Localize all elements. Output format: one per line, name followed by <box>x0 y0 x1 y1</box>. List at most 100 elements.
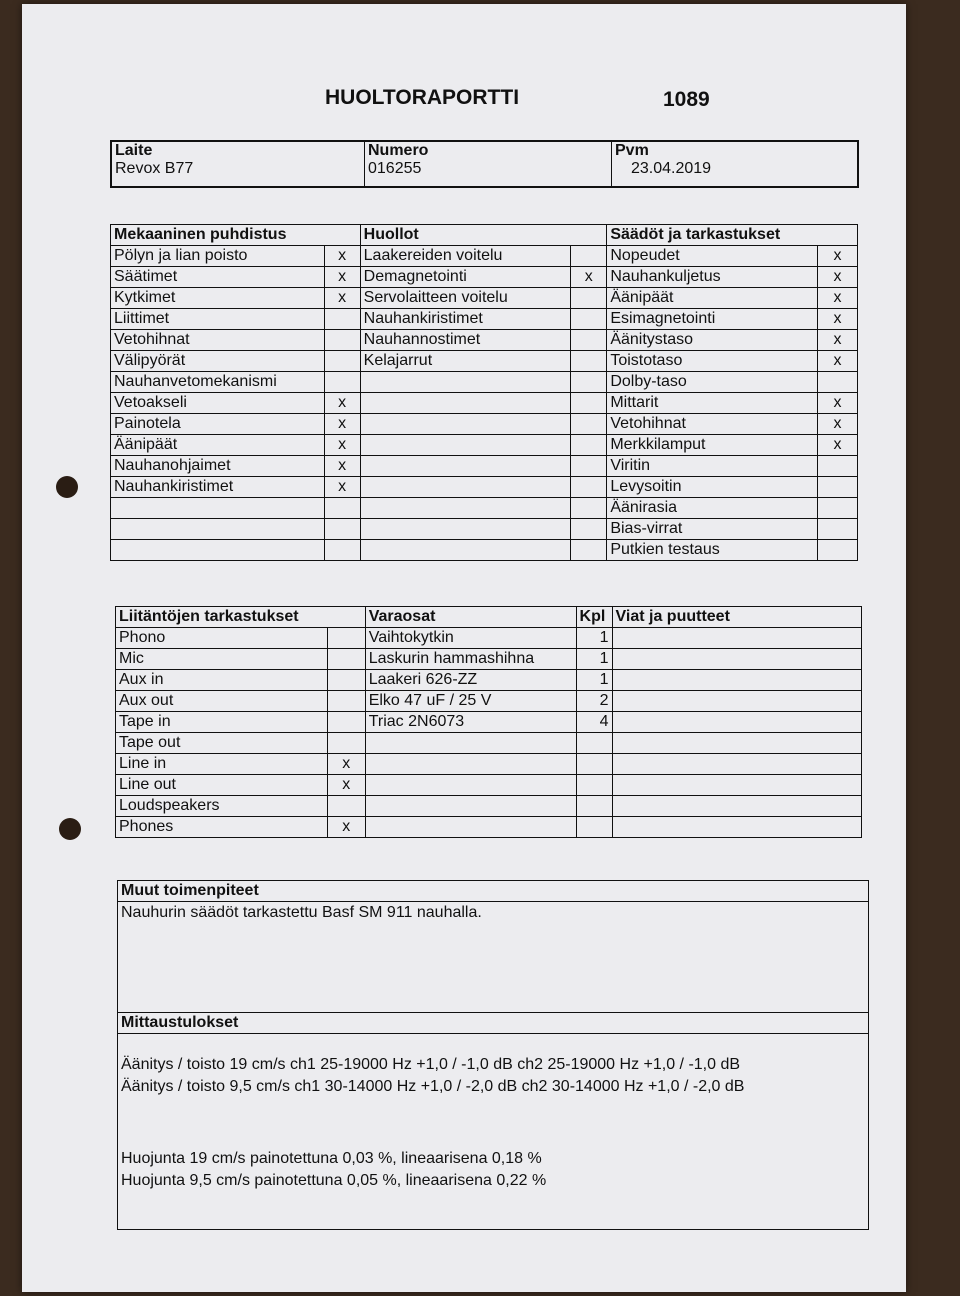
table-cell: Elko 47 uF / 25 V <box>364 690 577 712</box>
report-title: HUOLTORAPORTTI <box>325 86 520 109</box>
column-header: Viat ja puutteet <box>611 606 863 628</box>
check-cell <box>570 287 608 309</box>
check-cell: x <box>323 455 361 477</box>
service-checklist-table: Mekaaninen puhdistus Huollot Säädöt ja tar… <box>110 224 859 561</box>
table-cell: Servolaitteen voitelu <box>359 287 572 309</box>
check-cell <box>323 497 361 519</box>
table-cell: Liittimet <box>110 308 325 330</box>
check-cell: x <box>816 329 859 351</box>
table-cell: Loudspeakers <box>115 795 328 817</box>
table-cell: Aux in <box>115 669 328 691</box>
table-row: Phones x <box>115 816 863 838</box>
table-cell <box>359 476 572 498</box>
table-cell: Äänipäät <box>606 287 818 309</box>
check-cell <box>575 753 613 775</box>
other-actions-text: Nauhurin säädöt tarkastettu Basf SM 911 … <box>121 904 482 921</box>
table-row: Painotela x Vetohihnat x <box>110 413 859 435</box>
punch-hole <box>59 818 81 840</box>
date-label: Pvm <box>615 142 649 159</box>
table-row: Mic Laskurin hammashihna 1 <box>115 648 863 670</box>
table-cell <box>359 371 572 393</box>
header-row: Liitäntöjen tarkastukset Varaosat Kpl Viat … <box>115 606 863 628</box>
table-cell: Line in <box>115 753 328 775</box>
punch-hole <box>56 476 78 498</box>
check-cell <box>570 245 608 267</box>
check-cell <box>326 711 366 733</box>
check-cell: x <box>326 816 366 838</box>
table-row: Bias-virrat <box>110 518 859 540</box>
table-cell: Demagnetointi <box>359 266 572 288</box>
check-cell <box>570 434 608 456</box>
table-cell: Säätimet <box>110 266 325 288</box>
check-cell <box>570 518 608 540</box>
report-number: 1089 <box>663 88 710 111</box>
check-cell <box>323 371 361 393</box>
table-cell: Nauhankuljetus <box>606 266 818 288</box>
table-cell: Painotela <box>110 413 325 435</box>
table-row: Äänipäät x Merkkilamput x <box>110 434 859 456</box>
connections-parts-table: Liitäntöjen tarkastukset Varaosat Kpl Viat … <box>115 606 863 838</box>
check-cell: x <box>816 434 859 456</box>
table-cell: Toistotaso <box>606 350 818 372</box>
table-cell: Dolby-taso <box>606 371 818 393</box>
measurement-line: Äänitys / toisto 9,5 cm/s ch1 30-14000 H… <box>121 1078 745 1095</box>
table-cell <box>359 392 572 414</box>
table-cell <box>110 497 325 519</box>
check-cell <box>816 497 859 519</box>
check-cell: x <box>816 392 859 414</box>
check-cell <box>326 795 366 817</box>
column-header: Kpl <box>575 606 613 628</box>
table-cell: Vaihtokytkin <box>364 627 577 649</box>
check-cell <box>816 371 859 393</box>
measurement-line: Huojunta 9,5 cm/s painotettuna 0,05 %, l… <box>121 1172 547 1189</box>
check-cell <box>570 455 608 477</box>
check-cell <box>323 350 361 372</box>
check-cell: x <box>323 245 361 267</box>
device-value: Revox B77 <box>115 160 194 177</box>
table-cell <box>110 518 325 540</box>
check-cell <box>570 371 608 393</box>
other-actions-heading: Muut toimenpiteet <box>118 881 868 902</box>
table-cell: Nauhankiristimet <box>110 476 325 498</box>
notes-box: Muut toimenpiteet Nauhurin säädöt tarkas… <box>117 880 869 1230</box>
table-cell: Pölyn ja lian poisto <box>110 245 325 267</box>
check-cell <box>570 497 608 519</box>
table-row: Vetoakseli x Mittarit x <box>110 392 859 414</box>
table-cell <box>611 753 863 775</box>
table-row: Säätimet x Demagnetointi x Nauhankuljetus x <box>110 266 859 288</box>
table-row: Liittimet Nauhankiristimet Esimagnetointi x <box>110 308 859 330</box>
table-row: Kytkimet x Servolaitteen voitelu Äänipäät x <box>110 287 859 309</box>
check-cell <box>570 329 608 351</box>
check-cell: x <box>816 350 859 372</box>
table-row: Line in x <box>115 753 863 775</box>
table-cell: Tape out <box>115 732 328 754</box>
table-cell: Mittarit <box>606 392 818 414</box>
check-cell: x <box>816 266 859 288</box>
check-cell: x <box>816 245 859 267</box>
table-cell: Kytkimet <box>110 287 325 309</box>
check-cell: x <box>326 753 366 775</box>
table-cell <box>611 711 863 733</box>
table-cell: Nopeudet <box>606 245 818 267</box>
check-cell <box>816 518 859 540</box>
check-cell <box>575 816 613 838</box>
table-row: Putkien testaus <box>110 539 859 561</box>
column-header: Huollot <box>359 224 608 246</box>
table-cell: Laskurin hammashihna <box>364 648 577 670</box>
table-cell: Vetohihnat <box>110 329 325 351</box>
table-cell <box>611 732 863 754</box>
check-cell: x <box>326 774 366 796</box>
table-cell <box>359 497 572 519</box>
check-cell <box>570 539 608 561</box>
column-header: Säädöt ja tarkastukset <box>606 224 858 246</box>
check-cell: x <box>816 287 859 309</box>
check-cell: x <box>816 308 859 330</box>
table-cell: Äänipäät <box>110 434 325 456</box>
check-cell <box>323 329 361 351</box>
table-cell: Levysoitin <box>606 476 818 498</box>
check-cell: x <box>323 413 361 435</box>
table-cell <box>359 539 572 561</box>
table-cell: Bias-virrat <box>606 518 818 540</box>
table-row: Nauhanohjaimet x Viritin <box>110 455 859 477</box>
table-cell <box>359 518 572 540</box>
